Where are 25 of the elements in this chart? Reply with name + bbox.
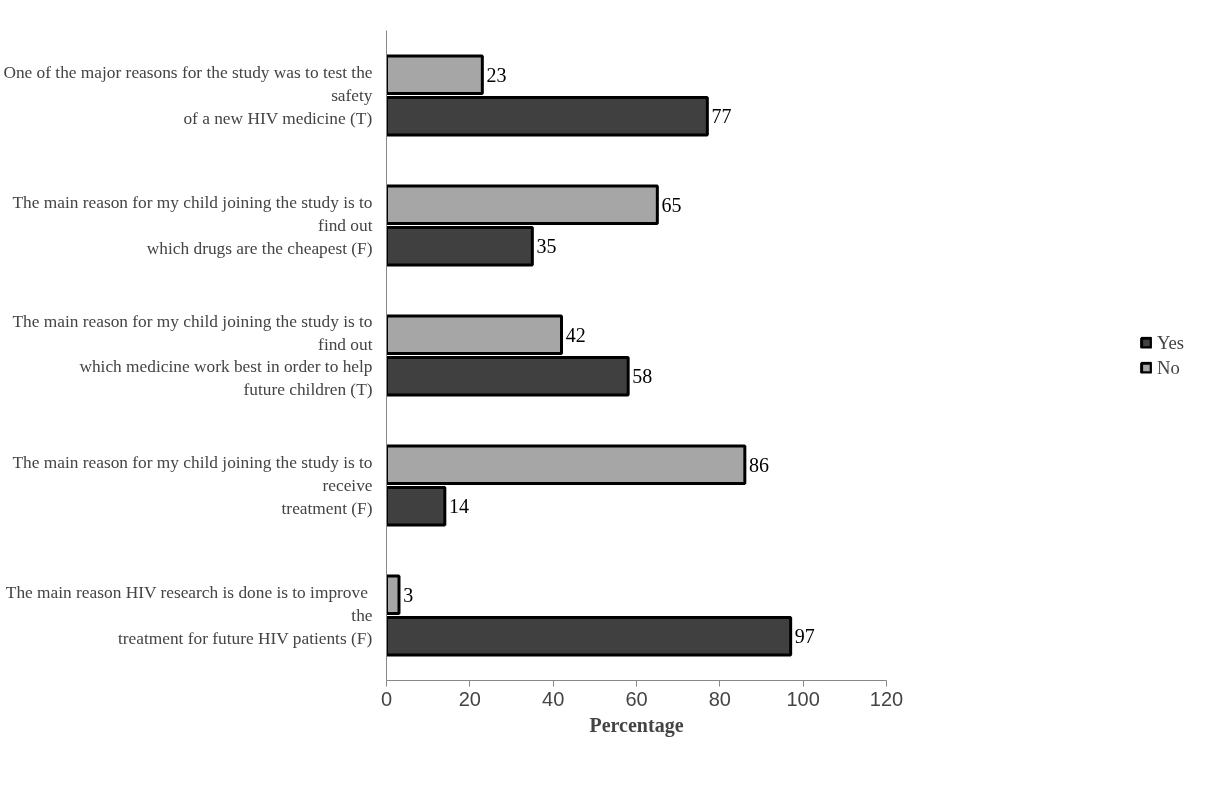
x-tick-label: 40: [542, 687, 565, 710]
y-tick-label: The main reason HIV research is done is to improve the treatment for future HIV patients (F): [5, 583, 373, 648]
x-tick-label: 100: [786, 687, 820, 710]
data-label: 65: [661, 193, 682, 216]
data-label: 35: [536, 235, 557, 258]
data-label: 77: [711, 105, 732, 128]
x-tick-label: 120: [869, 687, 904, 710]
data-label: 3: [403, 583, 414, 606]
data-label: 97: [794, 625, 815, 648]
data-label: 58: [632, 365, 653, 388]
data-label: 86: [749, 453, 769, 476]
legend-label: No: [1156, 356, 1180, 379]
x-tick-label: 80: [708, 687, 731, 710]
y-tick-label: The main reason for my child joining the study is to find out which medicine work best in order to help future children (T): [12, 311, 373, 400]
legend-label: Yes: [1156, 331, 1185, 354]
x-tick-label: 60: [625, 687, 648, 710]
data-label: 14: [449, 495, 469, 518]
y-tick-label: The main reason for my child joining the study is to receive treatment (F): [12, 453, 373, 518]
x-tick-label: 20: [458, 687, 481, 710]
x-tick-label: 0: [380, 687, 393, 710]
data-label: 42: [565, 323, 586, 346]
y-tick-label: The main reason for my child joining the study is to find out which drugs are the cheapest (F): [12, 193, 373, 258]
data-label: 23: [486, 63, 507, 86]
y-tick-label: One of the major reasons for the study was to test the safety of a new HIV medicine (T): [3, 63, 373, 128]
x-axis-title: Percentage: [589, 713, 684, 737]
